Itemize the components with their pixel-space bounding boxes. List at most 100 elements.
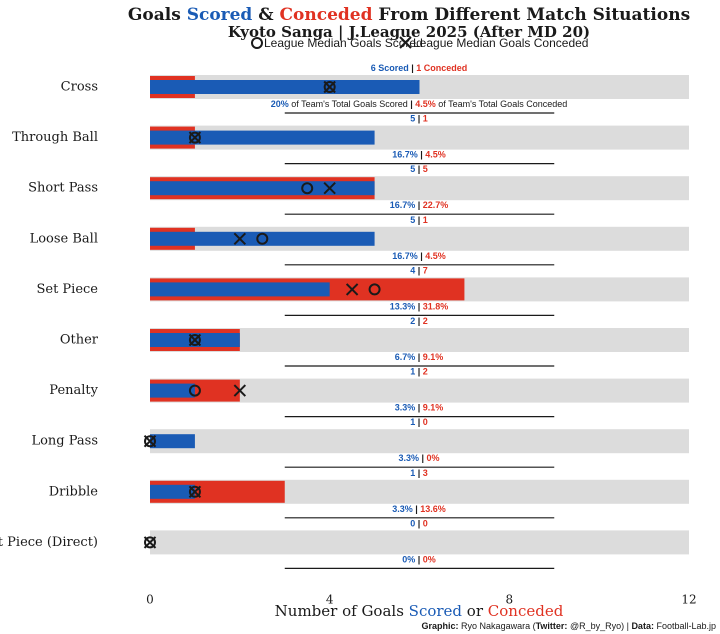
- scored-bar: [150, 434, 195, 449]
- percent-label: 16.7% | 4.5%: [392, 251, 446, 261]
- count-label: 5 | 5: [410, 165, 428, 175]
- title-part2: From Different Match Situations: [373, 5, 691, 25]
- chart-row: Other 2 | 2 6.7% | 9.1%: [60, 316, 689, 367]
- count-separator: |: [415, 468, 423, 478]
- title-conceded: Conceded: [280, 5, 373, 25]
- chart-row: Dribble 1 | 3 3.3% | 13.6%: [49, 468, 689, 519]
- caption-twitter-label: Twitter:: [536, 621, 568, 631]
- caption-data-label: Data:: [631, 621, 654, 631]
- scored-bar: [150, 282, 330, 297]
- title-amp: &: [252, 5, 279, 25]
- median-scored-marker: [188, 485, 201, 498]
- median-scored-marker: [323, 81, 336, 93]
- median-conceded-marker: [188, 131, 202, 144]
- percent-scored: 16.7%: [392, 150, 418, 160]
- count-scored: 5: [410, 215, 415, 225]
- x-tick-label: 0: [146, 593, 154, 607]
- median-conceded-marker: [143, 434, 157, 448]
- category-label: Set Piece: [36, 282, 98, 297]
- percent-conceded-text: of Team's Total Goals Conceded: [436, 99, 567, 109]
- median-conceded-stroke: [143, 434, 157, 448]
- percent-conceded: 4.5%: [425, 150, 446, 160]
- percent-scored-text: of Team's Total Goals Scored: [289, 99, 408, 109]
- percent-label: 13.3% | 31.8%: [390, 302, 449, 312]
- percent-separator: |: [418, 251, 426, 261]
- chart-title: Goals Scored & Conceded From Different M…: [128, 5, 690, 25]
- percent-separator: |: [415, 201, 423, 211]
- x-tick-label: 8: [506, 593, 514, 607]
- median-conceded-marker: [188, 333, 202, 347]
- percent-scored: 16.7%: [390, 201, 416, 211]
- percent-scored: 6.7%: [395, 352, 416, 362]
- background-bar: [150, 429, 689, 454]
- median-scored-marker: [188, 131, 201, 144]
- caption-graphic-value: Ryo Nakagawara (: [459, 621, 536, 631]
- median-conceded-marker: [233, 384, 247, 397]
- percent-conceded: 9.1%: [423, 403, 444, 413]
- category-label: Dribble: [49, 484, 99, 499]
- count-label: 6 Scored | 1 Conceded: [371, 63, 468, 73]
- median-conceded-stroke: [323, 80, 336, 94]
- median-conceded-stroke: [143, 536, 157, 549]
- count-scored: 5: [410, 114, 415, 124]
- percent-scored: 20%: [271, 99, 289, 109]
- count-scored: 4: [410, 266, 415, 276]
- percent-scored: 3.3%: [395, 403, 416, 413]
- count-label: 5 | 1: [410, 114, 428, 124]
- count-scored: 5: [410, 165, 415, 175]
- count-separator: |: [415, 114, 423, 124]
- count-conceded: 7: [423, 266, 428, 276]
- count-scored: 6: [371, 63, 376, 73]
- percent-conceded: 22.7%: [423, 201, 449, 211]
- chart-row: Set Piece (Direct) 0 | 0 0% | 0%: [0, 519, 689, 570]
- count-scored: 1: [410, 468, 415, 478]
- percent-separator: |: [415, 403, 423, 413]
- percent-conceded: 4.5%: [415, 99, 436, 109]
- legend-circle-icon: [251, 37, 263, 49]
- chart-row: Long Pass 1 | 0 3.3% | 0%: [31, 418, 689, 468]
- chart-subtitle: Kyoto Sanga | J.League 2025 (After MD 20…: [228, 23, 590, 41]
- legend-median-conceded-label: League Median Goals Conceded: [413, 36, 588, 50]
- count-separator: |: [415, 519, 423, 529]
- category-label: Set Piece (Direct): [0, 535, 98, 550]
- count-separator: |: [415, 418, 423, 428]
- median-scored-marker: [368, 283, 381, 296]
- percent-conceded: 13.6%: [420, 504, 446, 514]
- percent-conceded: 9.1%: [423, 352, 444, 362]
- median-scored-marker: [301, 182, 314, 195]
- percent-scored: 3.3%: [392, 504, 413, 514]
- percent-scored: 13.3%: [390, 302, 416, 312]
- percent-scored: 0%: [402, 555, 415, 565]
- background-bar: [150, 530, 689, 555]
- x-axis-title: Number of Goals Scored or Conceded: [275, 602, 564, 620]
- category-label: Long Pass: [31, 434, 98, 449]
- count-label: 2 | 2: [410, 316, 428, 326]
- category-label: Penalty: [49, 383, 98, 398]
- count-conceded: 0: [423, 519, 428, 529]
- count-label: 0 | 0: [410, 519, 428, 529]
- percent-scored: 3.3%: [398, 454, 419, 464]
- percent-separator: |: [415, 302, 423, 312]
- count-separator: |: [415, 165, 423, 175]
- median-conceded-marker: [143, 536, 157, 549]
- scored-bar: [150, 130, 375, 145]
- caption-twitter-value: @R_by_Ryo) |: [567, 621, 631, 631]
- percent-separator: |: [413, 504, 421, 514]
- axis-title-or: or: [462, 602, 488, 620]
- count-separator: |: [415, 316, 423, 326]
- category-label: Loose Ball: [30, 231, 98, 246]
- chart-row: Set Piece 4 | 7 13.3% | 31.8%: [36, 266, 689, 316]
- axis-title-scored: Scored: [409, 602, 463, 620]
- median-conceded-marker: [233, 232, 247, 246]
- chart-row: Cross 6 Scored | 1 Conceded 20% of Team's …: [61, 63, 689, 114]
- count-conceded: 1: [423, 114, 428, 124]
- category-label: Other: [60, 333, 99, 348]
- title-part1: Goals: [128, 5, 187, 25]
- count-conceded: 3: [423, 468, 428, 478]
- count-scored: 2: [410, 316, 415, 326]
- count-conceded: 0: [423, 418, 428, 428]
- median-scored-marker: [188, 334, 201, 346]
- chart-row: Penalty 1 | 2 3.3% | 9.1%: [49, 367, 689, 418]
- legend-cross-icon: [399, 36, 412, 49]
